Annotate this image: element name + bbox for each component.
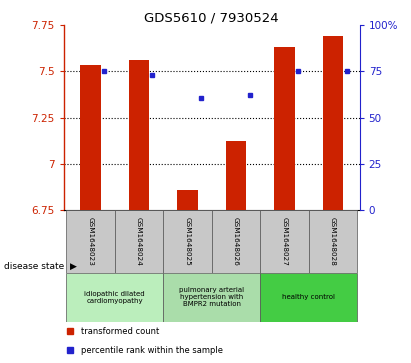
Bar: [129, 60, 149, 210]
Text: transformed count: transformed count: [81, 327, 160, 336]
Bar: [212, 210, 260, 273]
Bar: [163, 273, 260, 322]
Text: healthy control: healthy control: [282, 294, 335, 301]
Text: GSM1648023: GSM1648023: [88, 217, 93, 266]
Bar: [309, 210, 357, 273]
Text: pulmonary arterial
hypertension with
BMPR2 mutation: pulmonary arterial hypertension with BMP…: [179, 287, 244, 307]
Title: GDS5610 / 7930524: GDS5610 / 7930524: [144, 11, 279, 24]
Text: GSM1648025: GSM1648025: [185, 217, 190, 266]
Bar: [80, 65, 101, 210]
Bar: [323, 36, 343, 210]
Text: idiopathic dilated
cardiomyopathy: idiopathic dilated cardiomyopathy: [84, 291, 145, 304]
Bar: [226, 142, 246, 210]
Bar: [177, 190, 198, 210]
Text: percentile rank within the sample: percentile rank within the sample: [81, 346, 224, 355]
Text: GSM1648027: GSM1648027: [282, 217, 287, 266]
Bar: [274, 46, 295, 210]
Text: GSM1648026: GSM1648026: [233, 217, 239, 266]
Bar: [260, 273, 357, 322]
Bar: [66, 210, 115, 273]
Bar: [66, 273, 163, 322]
Text: GSM1648024: GSM1648024: [136, 217, 142, 266]
Text: GSM1648028: GSM1648028: [330, 217, 336, 266]
Bar: [115, 210, 163, 273]
Text: disease state  ▶: disease state ▶: [4, 262, 77, 271]
Bar: [163, 210, 212, 273]
Bar: [260, 210, 309, 273]
